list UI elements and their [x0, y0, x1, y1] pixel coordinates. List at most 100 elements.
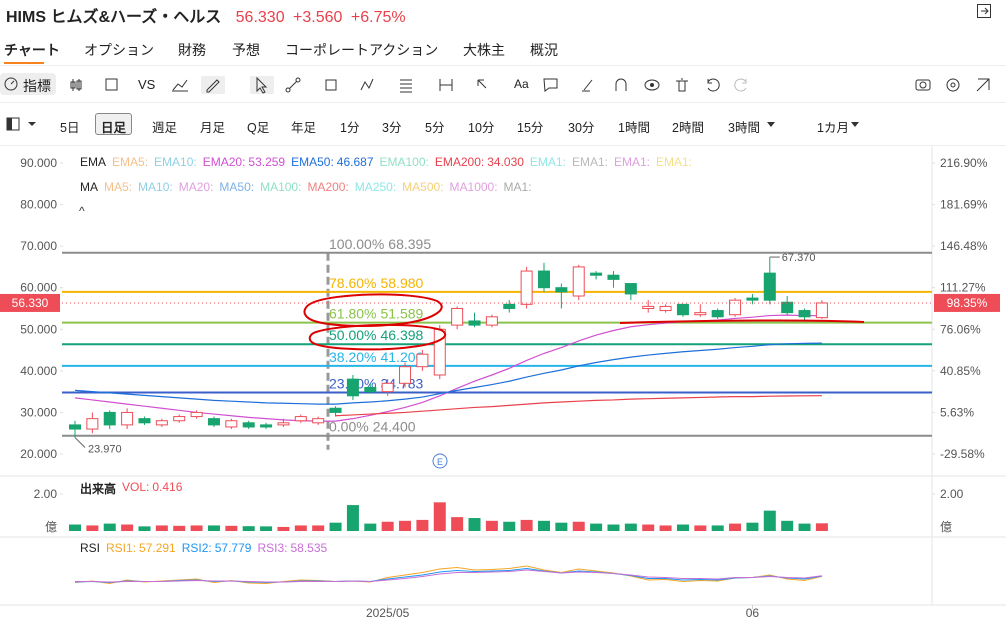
- legend-item[interactable]: EMA1:: [656, 155, 692, 169]
- y-tick-label: 30.000: [20, 405, 57, 419]
- legend-item[interactable]: EMA5:: [112, 155, 148, 169]
- candle-body: [642, 305, 655, 309]
- annotation-ellipse: [308, 323, 447, 351]
- volume-bar: [225, 525, 238, 531]
- legend-item[interactable]: MA250:: [355, 180, 396, 194]
- legend-item[interactable]: EMA1:: [614, 155, 650, 169]
- toolbar-icons-2[interactable]: [542, 76, 752, 94]
- tab[interactable]: 予想: [232, 42, 260, 58]
- period[interactable]: Q足: [247, 121, 270, 135]
- last-price-badge: [0, 293, 60, 312]
- dropdown-arrows[interactable]: [765, 121, 865, 129]
- candle-body: [294, 416, 307, 422]
- period[interactable]: 5日: [60, 121, 80, 135]
- volume-bar: [659, 525, 672, 531]
- legend-item[interactable]: EMA1:: [530, 155, 566, 169]
- period[interactable]: 年足: [291, 121, 317, 135]
- candle-body: [746, 297, 759, 301]
- period[interactable]: 週足: [152, 121, 178, 135]
- period[interactable]: 1分: [340, 121, 360, 135]
- legend-item[interactable]: MA500:: [402, 180, 443, 194]
- legend-item[interactable]: EMA20: 53.259: [203, 155, 285, 169]
- toolbar-icons-3[interactable]: [914, 76, 994, 94]
- tab[interactable]: オプション: [84, 42, 154, 58]
- fib-label: 38.20% 41.206: [329, 349, 424, 365]
- tab[interactable]: コーポレートアクション: [285, 42, 439, 58]
- rsi-legend: RSI RSI1: 57.291 RSI2: 57.779 RSI3: 58.535: [80, 541, 327, 555]
- volume-bar: [277, 526, 290, 531]
- volume-bar: [590, 523, 603, 531]
- candle-body: [329, 407, 342, 413]
- legend-item[interactable]: MA200:: [307, 180, 348, 194]
- volume-bar: [798, 523, 811, 531]
- fib-ratio: 61.80%: [329, 306, 376, 322]
- volume-bar: [433, 502, 446, 531]
- x-tick-label: 06: [746, 606, 760, 620]
- legend-item[interactable]: MA1000:: [450, 180, 498, 194]
- period[interactable]: 3時間: [728, 121, 760, 135]
- volume-legend: 出来高 VOL: 0.416: [80, 480, 182, 497]
- legend-item[interactable]: MA100:: [260, 180, 301, 194]
- candle-body: [763, 272, 776, 301]
- volume-bar: [676, 524, 689, 531]
- volume-bar: [260, 526, 273, 531]
- low-marker-label: 23.970: [88, 443, 122, 455]
- legend-name: MA5:: [104, 180, 133, 194]
- volume-bar: [451, 517, 464, 531]
- collapse-caret[interactable]: ^: [79, 204, 85, 218]
- period[interactable]: 10分: [468, 121, 495, 135]
- period[interactable]: 日足: [101, 121, 127, 135]
- fib-ratio: 38.20%: [329, 349, 376, 365]
- period[interactable]: 2時間: [672, 121, 704, 135]
- period[interactable]: 月足: [200, 121, 226, 135]
- legend-item[interactable]: EMA10:: [154, 155, 197, 169]
- period[interactable]: 15分: [517, 121, 544, 135]
- ema-line: [74, 314, 822, 422]
- tab[interactable]: 大株主: [463, 42, 505, 58]
- toolbar-icons[interactable]: [70, 76, 490, 94]
- legend-item[interactable]: MA5:: [104, 180, 132, 194]
- layout-icon[interactable]: [6, 117, 40, 131]
- tab[interactable]: 概況: [530, 42, 558, 58]
- gauge-icon: [4, 77, 18, 91]
- tab[interactable]: チャート: [4, 42, 60, 58]
- period[interactable]: 3分: [382, 121, 402, 135]
- candle-body: [138, 418, 151, 424]
- candle-body: [312, 418, 325, 424]
- legend-item[interactable]: MA20:: [179, 180, 214, 194]
- last-pct-badge: [934, 293, 1000, 312]
- fib-value: 51.589: [380, 306, 423, 322]
- rsi-item: RSI3: 58.535: [257, 541, 327, 555]
- vs-label[interactable]: VS: [138, 77, 156, 92]
- period[interactable]: 1カ月: [817, 121, 849, 135]
- y2-tick-label: 216.90%: [940, 156, 988, 170]
- legend-item[interactable]: EMA50: 46.687: [291, 155, 373, 169]
- volume-title: 出来高: [80, 482, 117, 496]
- volume-bar: [190, 525, 203, 531]
- volume-bar: [485, 520, 498, 531]
- earnings-marker[interactable]: [432, 453, 448, 469]
- legend-item[interactable]: MA10:: [138, 180, 173, 194]
- legend-item[interactable]: MA1:: [504, 180, 532, 194]
- candle-body: [225, 420, 238, 428]
- volume-bar: [294, 525, 307, 531]
- candle-body: [364, 386, 377, 393]
- legend-name: MA1000:: [449, 180, 498, 194]
- legend-item[interactable]: EMA200: 34.030: [435, 155, 524, 169]
- period[interactable]: 30分: [568, 121, 595, 135]
- candle-body: [416, 353, 429, 368]
- last-price-label: 56.330: [12, 296, 49, 310]
- legend-item[interactable]: EMA1:: [572, 155, 608, 169]
- text-tool-label[interactable]: Aa: [514, 77, 529, 91]
- tab[interactable]: 財務: [178, 42, 206, 58]
- legend-item[interactable]: MA50:: [219, 180, 254, 194]
- candle-body: [121, 411, 134, 426]
- y2-tick-label: 111.27%: [940, 281, 986, 295]
- period[interactable]: 5分: [425, 121, 445, 135]
- exit-icon[interactable]: [976, 3, 992, 19]
- legend-item[interactable]: EMA100:: [380, 155, 429, 169]
- period[interactable]: 1時間: [618, 121, 650, 135]
- fib-ratio: 78.60%: [329, 275, 376, 291]
- volume-bar: [503, 521, 516, 531]
